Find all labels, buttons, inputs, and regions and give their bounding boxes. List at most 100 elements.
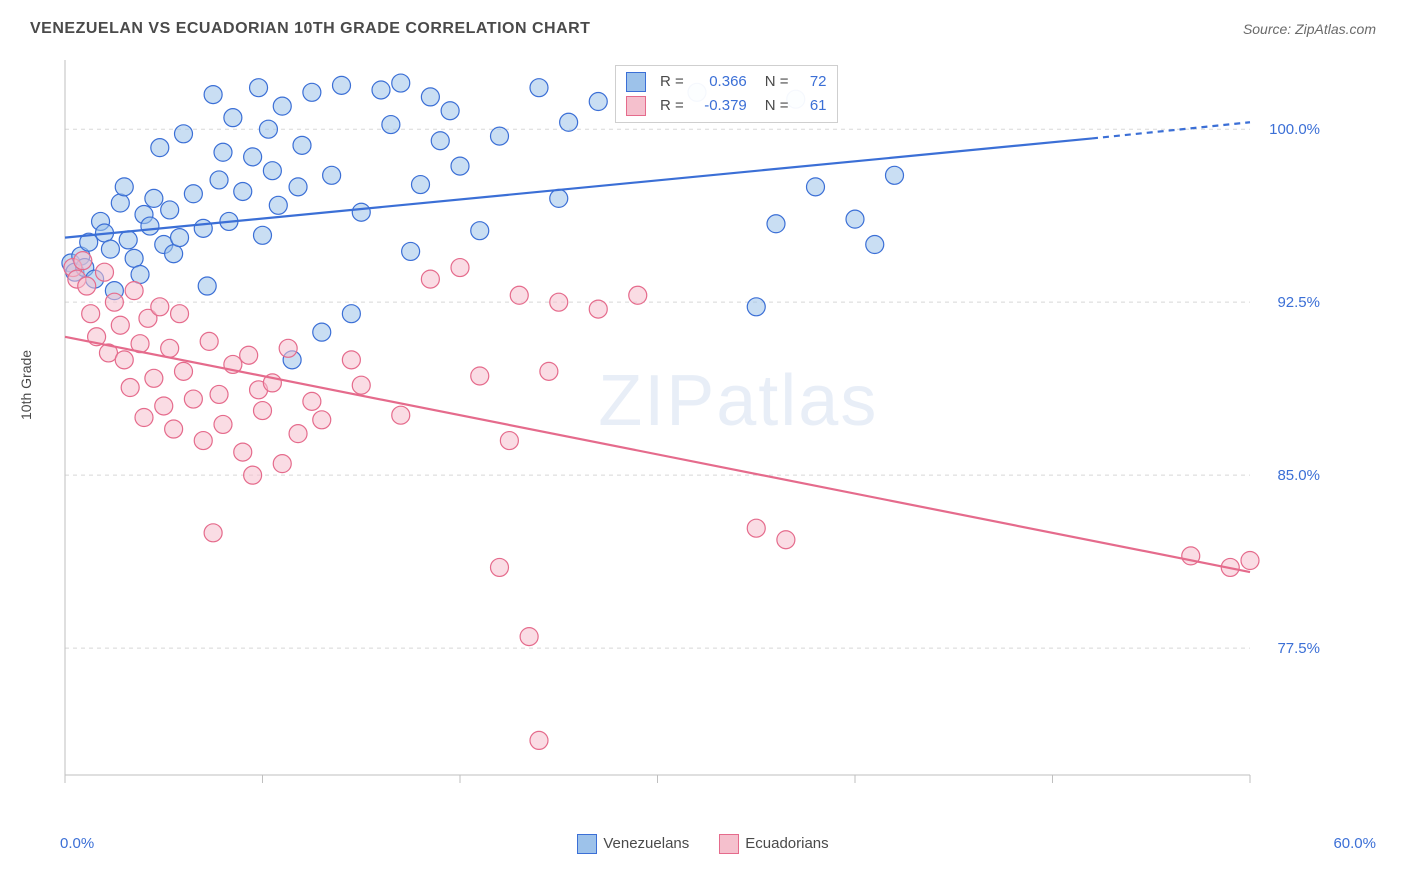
stats-legend: R =0.366N =72R =-0.379N =61 xyxy=(615,65,838,123)
data-point xyxy=(101,240,119,258)
x-max-label: 60.0% xyxy=(1333,835,1376,852)
series-legend: Venezuelans Ecuadorians xyxy=(0,834,1406,854)
stats-row: R =0.366N =72 xyxy=(626,70,827,94)
data-point xyxy=(125,282,143,300)
stat-n-value: 61 xyxy=(797,94,827,118)
data-point xyxy=(560,113,578,131)
legend-swatch xyxy=(626,96,646,116)
data-point xyxy=(342,351,360,369)
data-point xyxy=(500,432,518,450)
data-point xyxy=(151,139,169,157)
data-point xyxy=(279,339,297,357)
data-point xyxy=(155,397,173,415)
data-point xyxy=(115,178,133,196)
data-point xyxy=(451,259,469,277)
data-point xyxy=(392,406,410,424)
scatter-chart: 77.5% 85.0% 92.5% 100.0% xyxy=(60,55,1330,815)
stat-r-label: R = xyxy=(660,70,684,94)
data-point xyxy=(866,236,884,254)
data-point xyxy=(293,136,311,154)
stat-n-label: N = xyxy=(765,94,789,118)
y-axis-label: 10th Grade xyxy=(18,350,34,420)
data-point xyxy=(171,229,189,247)
data-point xyxy=(550,293,568,311)
data-point xyxy=(289,425,307,443)
data-point xyxy=(171,305,189,323)
data-point xyxy=(234,443,252,461)
data-point xyxy=(333,76,351,94)
data-point xyxy=(471,367,489,385)
data-point xyxy=(224,109,242,127)
data-point xyxy=(323,166,341,184)
data-point xyxy=(421,270,439,288)
data-point xyxy=(194,219,212,237)
stat-n-label: N = xyxy=(765,70,789,94)
data-point xyxy=(145,189,163,207)
legend-item: Venezuelans xyxy=(577,834,689,854)
stat-r-label: R = xyxy=(660,94,684,118)
data-point xyxy=(342,305,360,323)
legend-swatch xyxy=(719,834,739,854)
data-point xyxy=(313,411,331,429)
data-point xyxy=(491,558,509,576)
data-point xyxy=(540,362,558,380)
page-title: VENEZUELAN VS ECUADORIAN 10TH GRADE CORR… xyxy=(30,20,590,38)
data-point xyxy=(269,196,287,214)
legend-label: Ecuadorians xyxy=(745,835,828,852)
source-label: Source: ZipAtlas.com xyxy=(1243,21,1376,37)
data-point xyxy=(767,215,785,233)
data-point xyxy=(491,127,509,145)
data-point xyxy=(254,226,272,244)
data-point xyxy=(165,245,183,263)
data-point xyxy=(1241,552,1259,570)
data-point xyxy=(589,300,607,318)
data-point xyxy=(210,171,228,189)
chart-area: 77.5%85.0%92.5%100.0% ZIPatlas R =0.366N… xyxy=(60,55,1330,815)
data-point xyxy=(125,249,143,267)
data-point xyxy=(214,143,232,161)
data-point xyxy=(240,346,258,364)
stats-row: R =-0.379N =61 xyxy=(626,94,827,118)
y-tick-label: 85.0% xyxy=(1277,467,1320,484)
data-point xyxy=(589,93,607,111)
data-point xyxy=(214,415,232,433)
data-point xyxy=(204,524,222,542)
data-point xyxy=(111,316,129,334)
data-point xyxy=(807,178,825,196)
data-point xyxy=(244,148,262,166)
trend-line-extrapolated xyxy=(1092,122,1250,138)
data-point xyxy=(886,166,904,184)
data-point xyxy=(175,125,193,143)
data-point xyxy=(244,466,262,484)
data-point xyxy=(313,323,331,341)
data-point xyxy=(273,97,291,115)
data-point xyxy=(184,185,202,203)
data-point xyxy=(254,402,272,420)
y-tick-label: 77.5% xyxy=(1277,640,1320,657)
data-point xyxy=(289,178,307,196)
data-point xyxy=(131,266,149,284)
data-point xyxy=(372,81,390,99)
data-point xyxy=(161,201,179,219)
data-point xyxy=(119,231,137,249)
legend-item: Ecuadorians xyxy=(719,834,828,854)
data-point xyxy=(263,162,281,180)
data-point xyxy=(520,628,538,646)
data-point xyxy=(352,203,370,221)
data-point xyxy=(82,305,100,323)
data-point xyxy=(111,194,129,212)
data-point xyxy=(402,242,420,260)
legend-swatch xyxy=(626,72,646,92)
y-tick-label: 100.0% xyxy=(1269,121,1320,138)
data-point xyxy=(141,217,159,235)
data-point xyxy=(303,392,321,410)
data-point xyxy=(165,420,183,438)
data-point xyxy=(135,409,153,427)
x-min-label: 0.0% xyxy=(60,835,94,852)
data-point xyxy=(198,277,216,295)
legend-swatch xyxy=(577,834,597,854)
y-tick-label: 92.5% xyxy=(1277,294,1320,311)
data-point xyxy=(382,116,400,134)
data-point xyxy=(421,88,439,106)
data-point xyxy=(777,531,795,549)
